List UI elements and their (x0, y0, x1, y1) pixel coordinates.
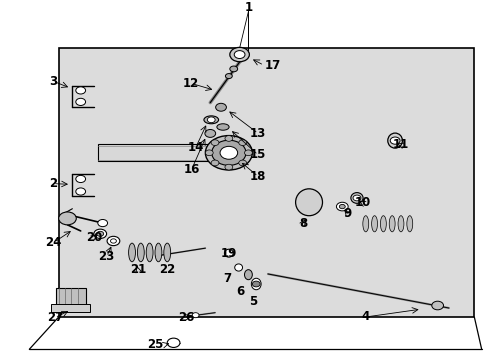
Ellipse shape (137, 243, 144, 262)
Ellipse shape (397, 216, 403, 232)
Circle shape (244, 150, 252, 156)
Ellipse shape (217, 124, 228, 130)
Text: 27: 27 (46, 311, 63, 324)
Text: 16: 16 (183, 163, 200, 176)
Text: 18: 18 (249, 170, 266, 183)
Circle shape (204, 130, 215, 138)
Ellipse shape (388, 216, 394, 232)
Ellipse shape (251, 278, 261, 290)
Ellipse shape (406, 216, 412, 232)
Circle shape (352, 195, 360, 201)
Circle shape (224, 164, 232, 170)
Circle shape (211, 160, 219, 166)
Circle shape (76, 188, 85, 195)
Bar (59, 48, 473, 317)
Circle shape (211, 140, 245, 165)
Circle shape (76, 98, 85, 105)
Text: 25: 25 (147, 338, 163, 351)
Bar (51, 305, 90, 312)
Circle shape (252, 281, 260, 287)
Circle shape (76, 87, 85, 94)
Text: 17: 17 (264, 59, 281, 72)
Ellipse shape (224, 249, 233, 257)
Circle shape (220, 147, 237, 159)
Circle shape (205, 150, 213, 156)
Text: 10: 10 (354, 197, 370, 210)
Circle shape (234, 51, 244, 59)
Circle shape (336, 202, 347, 211)
Text: 5: 5 (249, 296, 257, 309)
Ellipse shape (295, 189, 322, 216)
Text: 12: 12 (182, 77, 199, 90)
Text: 1: 1 (244, 1, 252, 14)
Ellipse shape (203, 116, 218, 124)
Text: 22: 22 (159, 263, 175, 276)
Text: 21: 21 (129, 263, 146, 276)
Circle shape (207, 117, 215, 123)
Text: 24: 24 (45, 236, 62, 249)
Circle shape (76, 175, 85, 183)
Circle shape (215, 103, 226, 111)
Circle shape (225, 73, 232, 78)
Ellipse shape (371, 216, 377, 232)
Ellipse shape (163, 243, 170, 262)
Bar (56, 288, 85, 306)
Text: 3: 3 (49, 75, 57, 87)
Text: 7: 7 (223, 272, 231, 285)
Text: 26: 26 (178, 311, 195, 324)
Circle shape (94, 229, 106, 238)
Text: 15: 15 (249, 148, 266, 161)
Ellipse shape (128, 243, 135, 262)
Ellipse shape (387, 133, 402, 148)
Circle shape (211, 140, 219, 145)
Text: 11: 11 (392, 138, 408, 152)
Text: 13: 13 (249, 127, 266, 140)
Ellipse shape (155, 243, 162, 262)
Ellipse shape (146, 243, 153, 262)
Circle shape (192, 313, 199, 318)
Text: 20: 20 (85, 231, 102, 244)
Ellipse shape (244, 270, 252, 280)
Ellipse shape (362, 216, 368, 232)
Circle shape (98, 220, 107, 227)
Circle shape (167, 338, 180, 347)
Text: 9: 9 (343, 207, 350, 220)
Text: 4: 4 (361, 310, 369, 324)
Text: 2: 2 (49, 177, 57, 190)
Circle shape (229, 48, 249, 62)
Circle shape (229, 66, 237, 72)
Circle shape (339, 204, 345, 209)
Text: 19: 19 (220, 247, 237, 260)
Circle shape (59, 212, 76, 225)
Circle shape (224, 136, 232, 141)
Bar (98, 144, 217, 161)
Circle shape (238, 140, 246, 145)
Circle shape (238, 160, 246, 166)
Circle shape (110, 239, 116, 243)
Text: 8: 8 (299, 217, 306, 230)
Ellipse shape (350, 193, 362, 203)
Text: 14: 14 (187, 141, 203, 154)
Circle shape (389, 137, 399, 144)
Circle shape (205, 136, 252, 170)
Text: 23: 23 (98, 250, 115, 263)
Ellipse shape (380, 216, 386, 232)
Text: 6: 6 (236, 285, 244, 298)
Circle shape (97, 231, 103, 236)
Circle shape (431, 301, 443, 310)
Circle shape (107, 236, 120, 246)
Ellipse shape (234, 264, 242, 271)
